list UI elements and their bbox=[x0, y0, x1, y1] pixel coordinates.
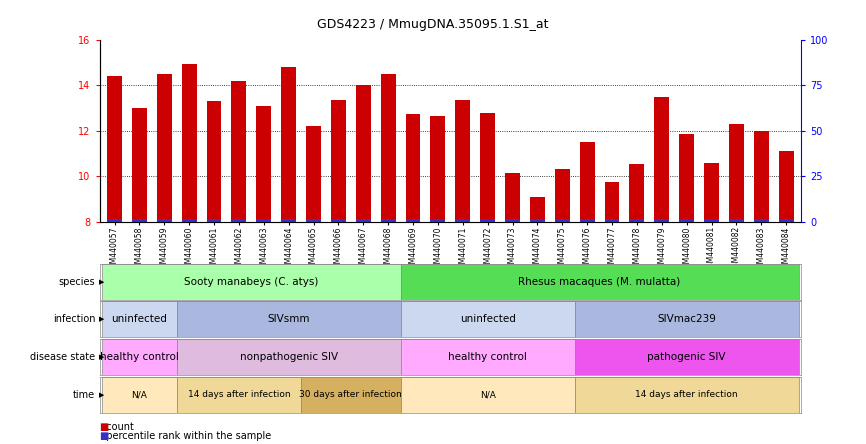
Bar bbox=[182, 64, 197, 222]
Bar bbox=[132, 108, 147, 222]
Text: percentile rank within the sample: percentile rank within the sample bbox=[100, 431, 271, 441]
Bar bbox=[575, 339, 798, 375]
Text: disease state: disease state bbox=[30, 352, 95, 362]
Bar bbox=[231, 219, 246, 222]
Bar bbox=[182, 219, 197, 222]
Bar bbox=[555, 169, 570, 222]
Text: GDS4223 / MmugDNA.35095.1.S1_at: GDS4223 / MmugDNA.35095.1.S1_at bbox=[317, 18, 549, 31]
Bar bbox=[401, 301, 575, 337]
Text: uninfected: uninfected bbox=[112, 314, 167, 325]
Bar bbox=[231, 81, 246, 222]
Text: Sooty manabeys (C. atys): Sooty manabeys (C. atys) bbox=[184, 277, 319, 287]
Text: ▶: ▶ bbox=[99, 392, 104, 398]
Bar bbox=[281, 219, 296, 222]
Bar bbox=[480, 113, 495, 222]
Text: 14 days after infection: 14 days after infection bbox=[188, 390, 290, 400]
Bar bbox=[331, 100, 346, 222]
Bar bbox=[579, 143, 595, 222]
Text: healthy control: healthy control bbox=[100, 352, 178, 362]
Bar bbox=[704, 219, 719, 222]
Bar bbox=[177, 339, 401, 375]
Text: 30 days after infection: 30 days after infection bbox=[300, 390, 402, 400]
Bar bbox=[575, 377, 798, 413]
Bar bbox=[107, 76, 122, 222]
Bar bbox=[207, 101, 222, 222]
Bar bbox=[381, 74, 396, 222]
Bar bbox=[405, 219, 421, 222]
Text: pathogenic SIV: pathogenic SIV bbox=[648, 352, 726, 362]
Bar bbox=[281, 67, 296, 222]
Text: infection: infection bbox=[53, 314, 95, 325]
Bar bbox=[480, 219, 495, 222]
Bar bbox=[530, 219, 545, 222]
Bar bbox=[306, 219, 321, 222]
Text: SIVmac239: SIVmac239 bbox=[657, 314, 716, 325]
Bar bbox=[102, 264, 401, 300]
Bar bbox=[456, 100, 470, 222]
Bar bbox=[207, 219, 222, 222]
Bar bbox=[132, 219, 147, 222]
Text: ▶: ▶ bbox=[99, 317, 104, 322]
Bar bbox=[729, 219, 744, 222]
Bar bbox=[356, 219, 371, 222]
Bar bbox=[679, 135, 694, 222]
Bar bbox=[505, 219, 520, 222]
Bar bbox=[107, 219, 122, 222]
Bar bbox=[102, 339, 177, 375]
Bar bbox=[753, 131, 769, 222]
Bar bbox=[630, 164, 644, 222]
Bar bbox=[575, 301, 798, 337]
Bar bbox=[430, 116, 445, 222]
Text: 14 days after infection: 14 days after infection bbox=[636, 390, 738, 400]
Bar bbox=[555, 219, 570, 222]
Bar bbox=[405, 114, 421, 222]
Bar bbox=[679, 219, 694, 222]
Bar bbox=[256, 106, 271, 222]
Text: nonpathogenic SIV: nonpathogenic SIV bbox=[240, 352, 338, 362]
Bar bbox=[579, 219, 595, 222]
Text: ■: ■ bbox=[99, 422, 108, 432]
Bar bbox=[102, 301, 177, 337]
Bar bbox=[331, 219, 346, 222]
Bar bbox=[779, 219, 793, 222]
Bar bbox=[604, 182, 619, 222]
Text: ▶: ▶ bbox=[99, 279, 104, 285]
Bar bbox=[401, 377, 575, 413]
Bar bbox=[655, 97, 669, 222]
Bar bbox=[729, 124, 744, 222]
Text: N/A: N/A bbox=[480, 390, 495, 400]
Bar bbox=[505, 173, 520, 222]
Bar bbox=[356, 86, 371, 222]
Bar bbox=[530, 197, 545, 222]
Bar bbox=[102, 377, 177, 413]
Bar bbox=[630, 219, 644, 222]
Text: species: species bbox=[59, 277, 95, 287]
Bar bbox=[401, 339, 575, 375]
Text: uninfected: uninfected bbox=[460, 314, 515, 325]
Text: ■: ■ bbox=[99, 431, 108, 441]
Text: healthy control: healthy control bbox=[449, 352, 527, 362]
Bar bbox=[456, 219, 470, 222]
Text: ▶: ▶ bbox=[99, 354, 104, 360]
Bar bbox=[753, 219, 769, 222]
Bar bbox=[177, 301, 401, 337]
Bar bbox=[301, 377, 401, 413]
Bar bbox=[157, 219, 171, 222]
Bar bbox=[157, 74, 171, 222]
Bar bbox=[779, 151, 793, 222]
Bar bbox=[655, 219, 669, 222]
Bar bbox=[704, 163, 719, 222]
Text: count: count bbox=[100, 422, 133, 432]
Text: N/A: N/A bbox=[132, 390, 147, 400]
Bar bbox=[604, 219, 619, 222]
Text: time: time bbox=[73, 390, 95, 400]
Text: SIVsmm: SIVsmm bbox=[268, 314, 310, 325]
Bar bbox=[177, 377, 301, 413]
Bar bbox=[401, 264, 798, 300]
Bar bbox=[306, 127, 321, 222]
Text: Rhesus macaques (M. mulatta): Rhesus macaques (M. mulatta) bbox=[519, 277, 681, 287]
Bar bbox=[381, 219, 396, 222]
Bar bbox=[256, 219, 271, 222]
Bar bbox=[430, 219, 445, 222]
